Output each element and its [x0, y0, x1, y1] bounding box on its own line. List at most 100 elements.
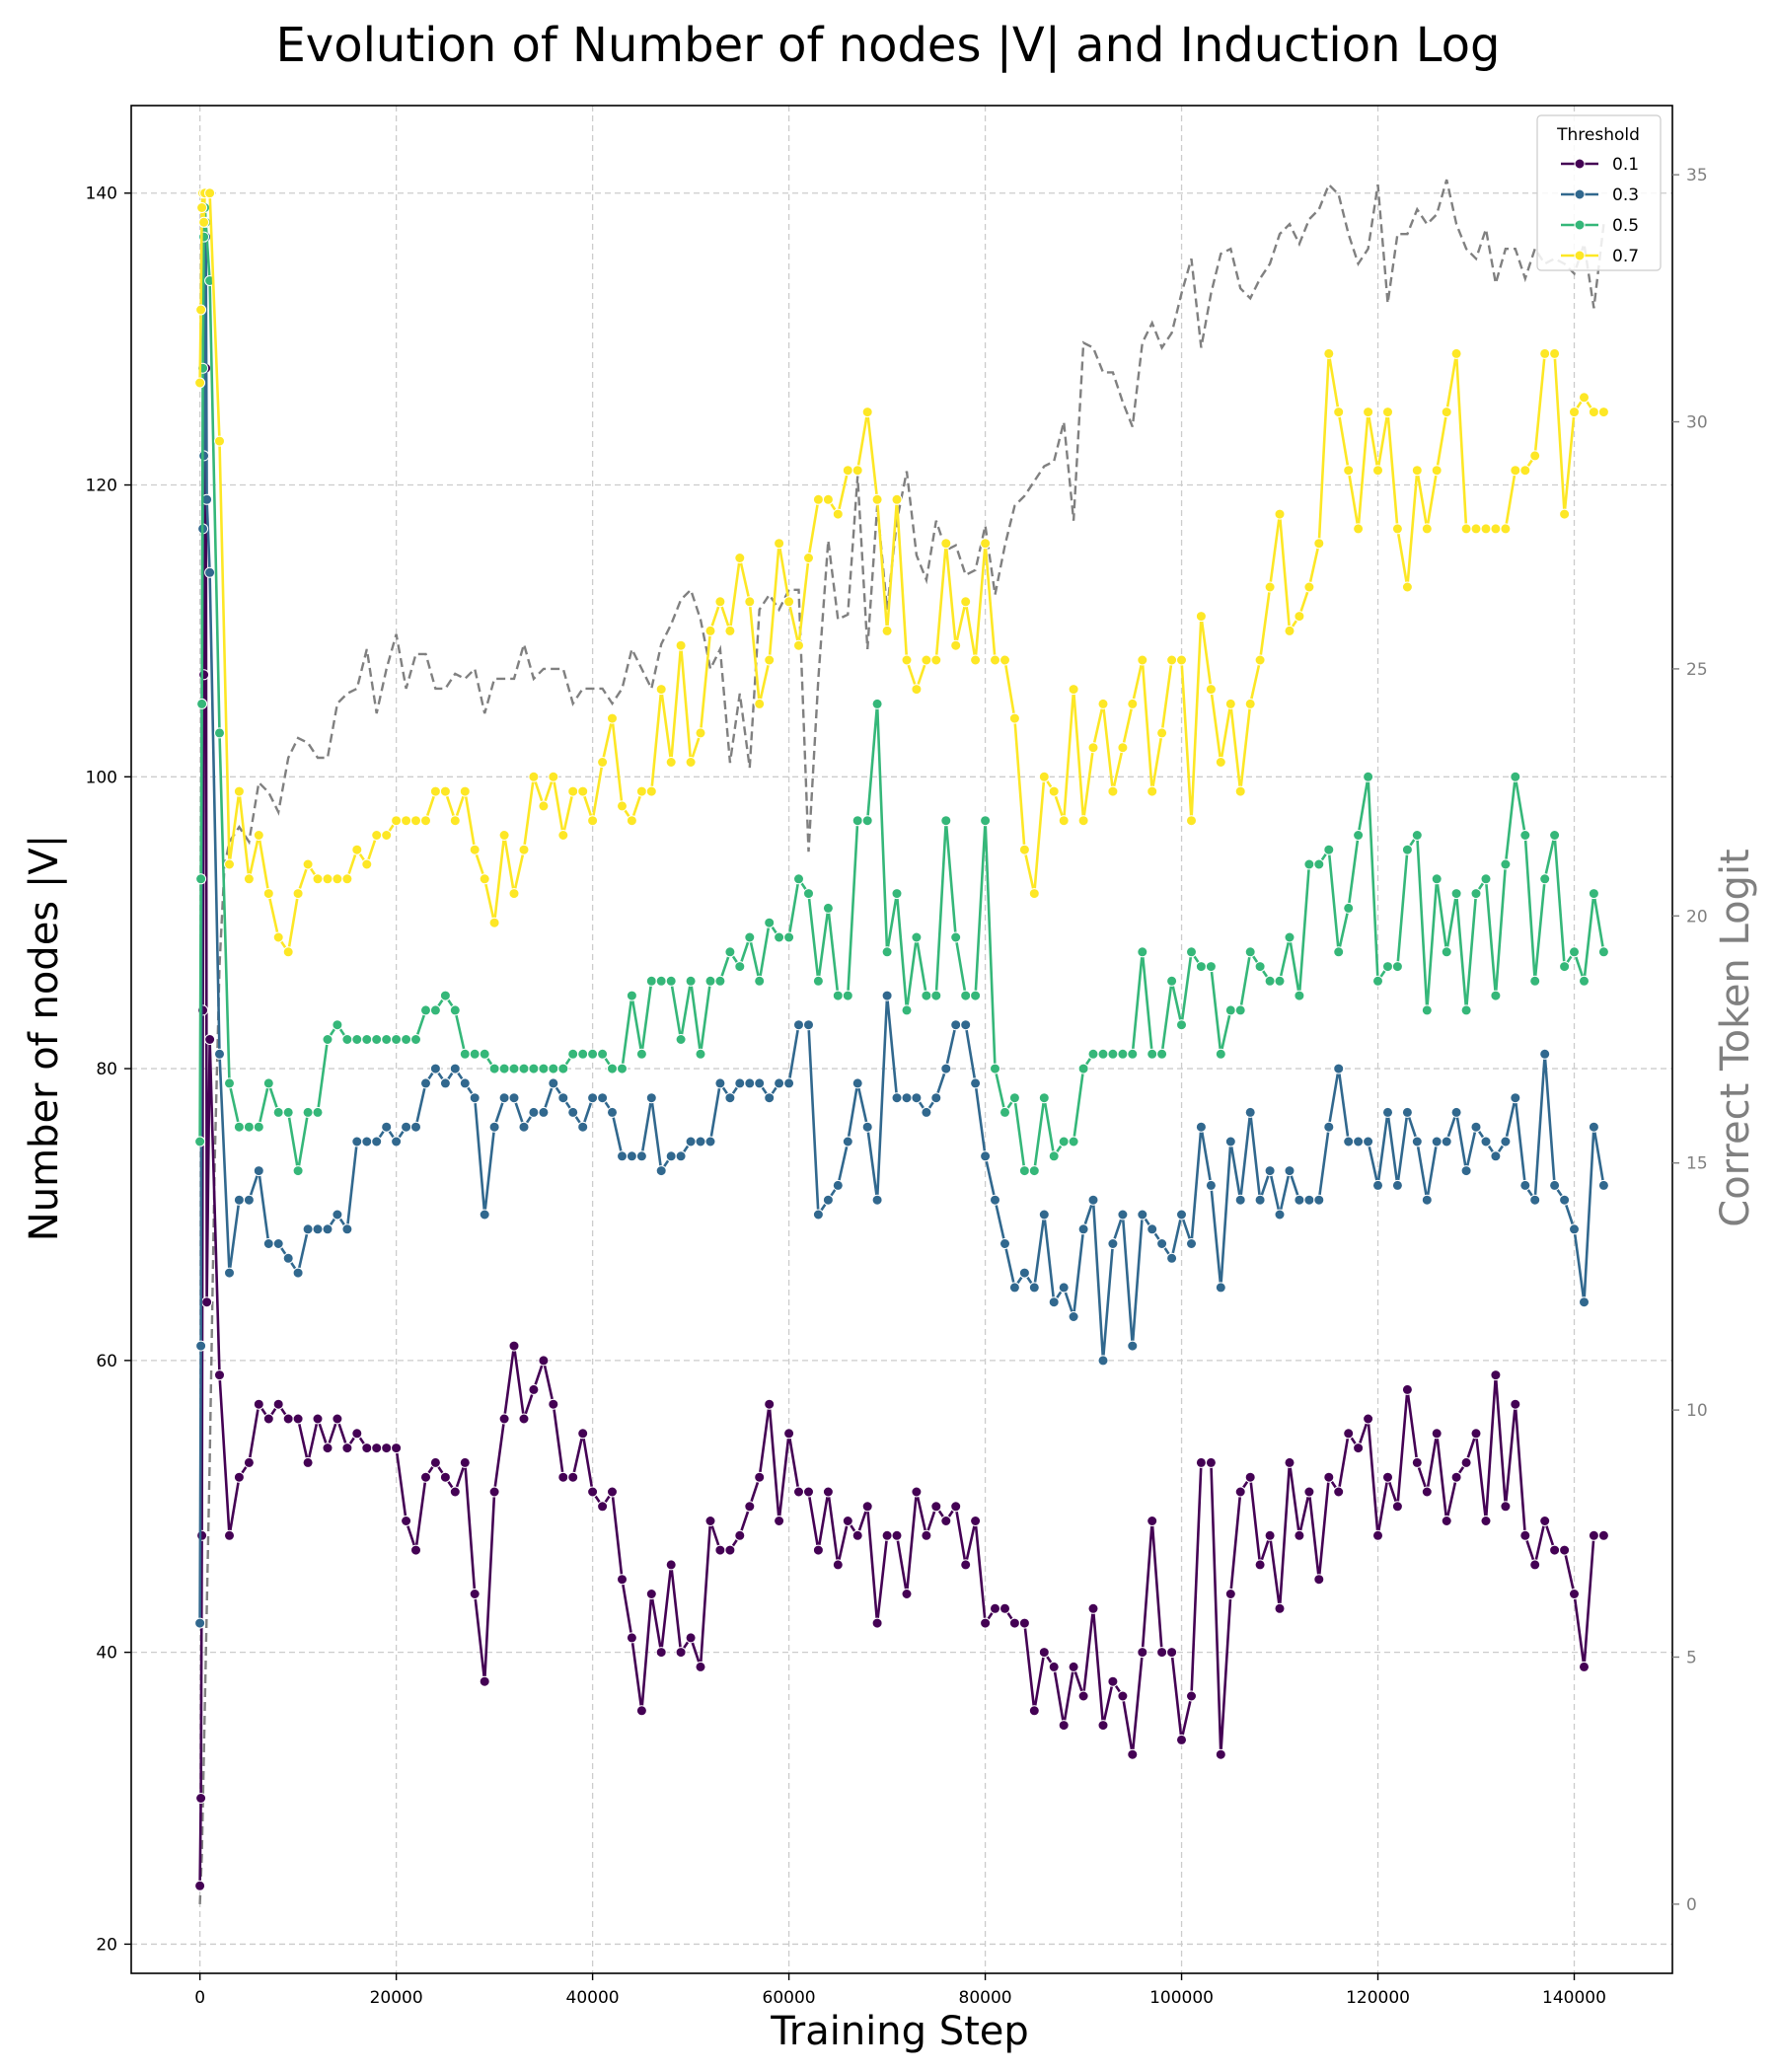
data-point: [645, 785, 657, 797]
data-point: [714, 596, 726, 608]
data-point: [557, 1471, 569, 1483]
data-point: [970, 1516, 982, 1526]
data-point: [1127, 1340, 1139, 1352]
data-point: [1303, 581, 1315, 593]
data-point: [1176, 1734, 1187, 1745]
data-point: [459, 1456, 471, 1468]
y-tick-label: 120: [86, 477, 117, 496]
legend-title: Threshold: [1556, 125, 1640, 145]
data-point: [459, 785, 471, 797]
data-point: [302, 1223, 314, 1235]
data-point: [439, 1471, 451, 1483]
y2-tick-label: 35: [1686, 166, 1708, 185]
data-point: [204, 566, 216, 578]
y2-tick-label: 30: [1686, 413, 1708, 433]
data-point: [851, 1529, 863, 1541]
data-point: [429, 1063, 441, 1074]
data-point: [626, 1632, 637, 1644]
data-point: [783, 1428, 795, 1440]
data-point: [1333, 407, 1345, 418]
data-point: [459, 1048, 471, 1060]
data-point: [881, 990, 893, 1001]
data-point: [704, 625, 716, 636]
data-point: [1588, 1121, 1599, 1133]
data-point: [793, 873, 804, 885]
data-point: [224, 858, 235, 870]
data-point: [567, 1106, 579, 1118]
data-point: [1186, 946, 1197, 958]
legend-item: 0.5: [1561, 216, 1639, 236]
data-point: [675, 1034, 687, 1045]
data-point: [1097, 1720, 1109, 1732]
data-point: [322, 1034, 333, 1045]
data-point: [1018, 1617, 1030, 1629]
data-point: [851, 1077, 863, 1089]
data-point: [1363, 407, 1374, 418]
data-point: [1087, 1602, 1099, 1614]
data-point: [1205, 1179, 1217, 1191]
data-point: [439, 1077, 451, 1089]
data-point: [272, 931, 284, 943]
legend-swatch-marker: [1574, 158, 1586, 170]
data-point: [655, 1165, 667, 1177]
data-point: [1166, 654, 1178, 666]
data-point: [488, 1063, 500, 1074]
data-point: [587, 815, 599, 827]
data-point: [793, 1019, 804, 1031]
data-point: [665, 1150, 677, 1162]
data-point: [1597, 1179, 1609, 1191]
data-point: [498, 1413, 510, 1425]
data-point: [921, 1529, 932, 1541]
data-point: [1549, 1179, 1561, 1191]
data-point: [1195, 1121, 1207, 1133]
data-point: [1205, 1456, 1217, 1468]
data-point: [282, 1413, 294, 1425]
data-point: [597, 1501, 609, 1513]
data-point: [272, 1106, 284, 1118]
data-point: [341, 1034, 353, 1045]
data-point: [891, 1529, 903, 1541]
data-point: [351, 1428, 363, 1440]
data-point: [1166, 1647, 1178, 1659]
data-point: [1313, 1574, 1325, 1586]
data-point: [1068, 1661, 1079, 1672]
data-point: [783, 1077, 795, 1089]
data-point: [1303, 858, 1315, 870]
data-point: [332, 1413, 343, 1425]
data-point: [361, 1034, 373, 1045]
data-point: [607, 1486, 618, 1498]
data-point: [714, 1077, 726, 1089]
data-point: [1579, 1661, 1590, 1672]
data-point: [1421, 1486, 1433, 1498]
data-point: [282, 1106, 294, 1118]
data-point: [1205, 684, 1217, 696]
data-point: [1077, 815, 1089, 827]
data-point: [921, 1106, 932, 1118]
data-point: [1274, 1209, 1286, 1221]
data-point: [990, 1194, 1000, 1206]
data-point: [665, 975, 677, 987]
data-point: [214, 435, 225, 447]
data-point: [351, 1136, 363, 1147]
data-point: [1333, 1486, 1345, 1498]
data-point: [1176, 1019, 1187, 1031]
data-point: [1195, 961, 1207, 973]
data-point: [1068, 684, 1079, 696]
series-0.7: [194, 187, 1609, 958]
data-point: [832, 1559, 844, 1571]
data-point: [851, 465, 863, 477]
data-point: [1068, 1136, 1079, 1147]
data-point: [1028, 1282, 1040, 1294]
data-point: [214, 1048, 225, 1060]
data-point: [302, 1456, 314, 1468]
data-point: [1018, 1165, 1030, 1177]
data-point: [754, 1077, 766, 1089]
data-point: [459, 1077, 471, 1089]
data-point: [196, 698, 208, 709]
data-point: [1519, 830, 1531, 841]
data-point: [577, 785, 589, 797]
legend-swatch-marker: [1574, 219, 1586, 231]
data-point: [970, 990, 982, 1001]
data-point: [262, 1238, 274, 1249]
data-point: [420, 815, 431, 827]
